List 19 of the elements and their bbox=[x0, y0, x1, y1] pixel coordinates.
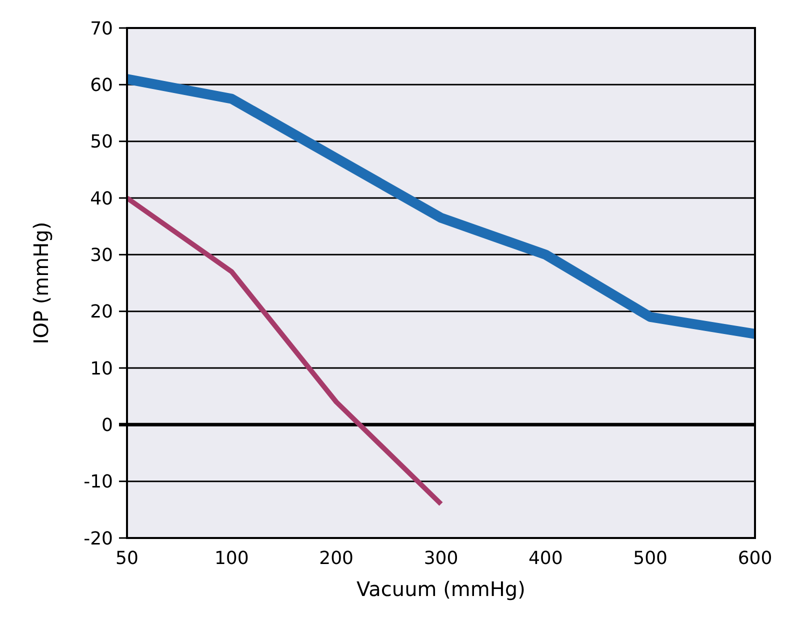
y-axis-title: IOP (mmHg) bbox=[29, 222, 53, 344]
y-tick-label: 40 bbox=[90, 188, 113, 210]
x-axis-title: Vacuum (mmHg) bbox=[356, 577, 526, 601]
x-tick-label: 400 bbox=[528, 548, 563, 569]
y-tick-label: 0 bbox=[102, 414, 113, 436]
y-tick-label: 70 bbox=[90, 18, 113, 40]
y-tick-label: 50 bbox=[90, 132, 113, 153]
y-tick-label: 30 bbox=[90, 244, 113, 266]
x-tick-label: 50 bbox=[116, 548, 138, 569]
x-tick-label: 600 bbox=[738, 548, 772, 569]
x-tick-label: 200 bbox=[319, 548, 354, 569]
y-tick-label: -10 bbox=[84, 472, 113, 493]
y-tick-label: 10 bbox=[90, 358, 113, 380]
y-tick-label: 60 bbox=[90, 74, 113, 96]
y-tick-label: 20 bbox=[90, 302, 113, 323]
x-tick-label: 500 bbox=[633, 548, 668, 569]
y-tick-label: -20 bbox=[84, 528, 113, 550]
x-tick-label: 300 bbox=[424, 548, 458, 569]
x-tick-label: 100 bbox=[214, 548, 249, 569]
